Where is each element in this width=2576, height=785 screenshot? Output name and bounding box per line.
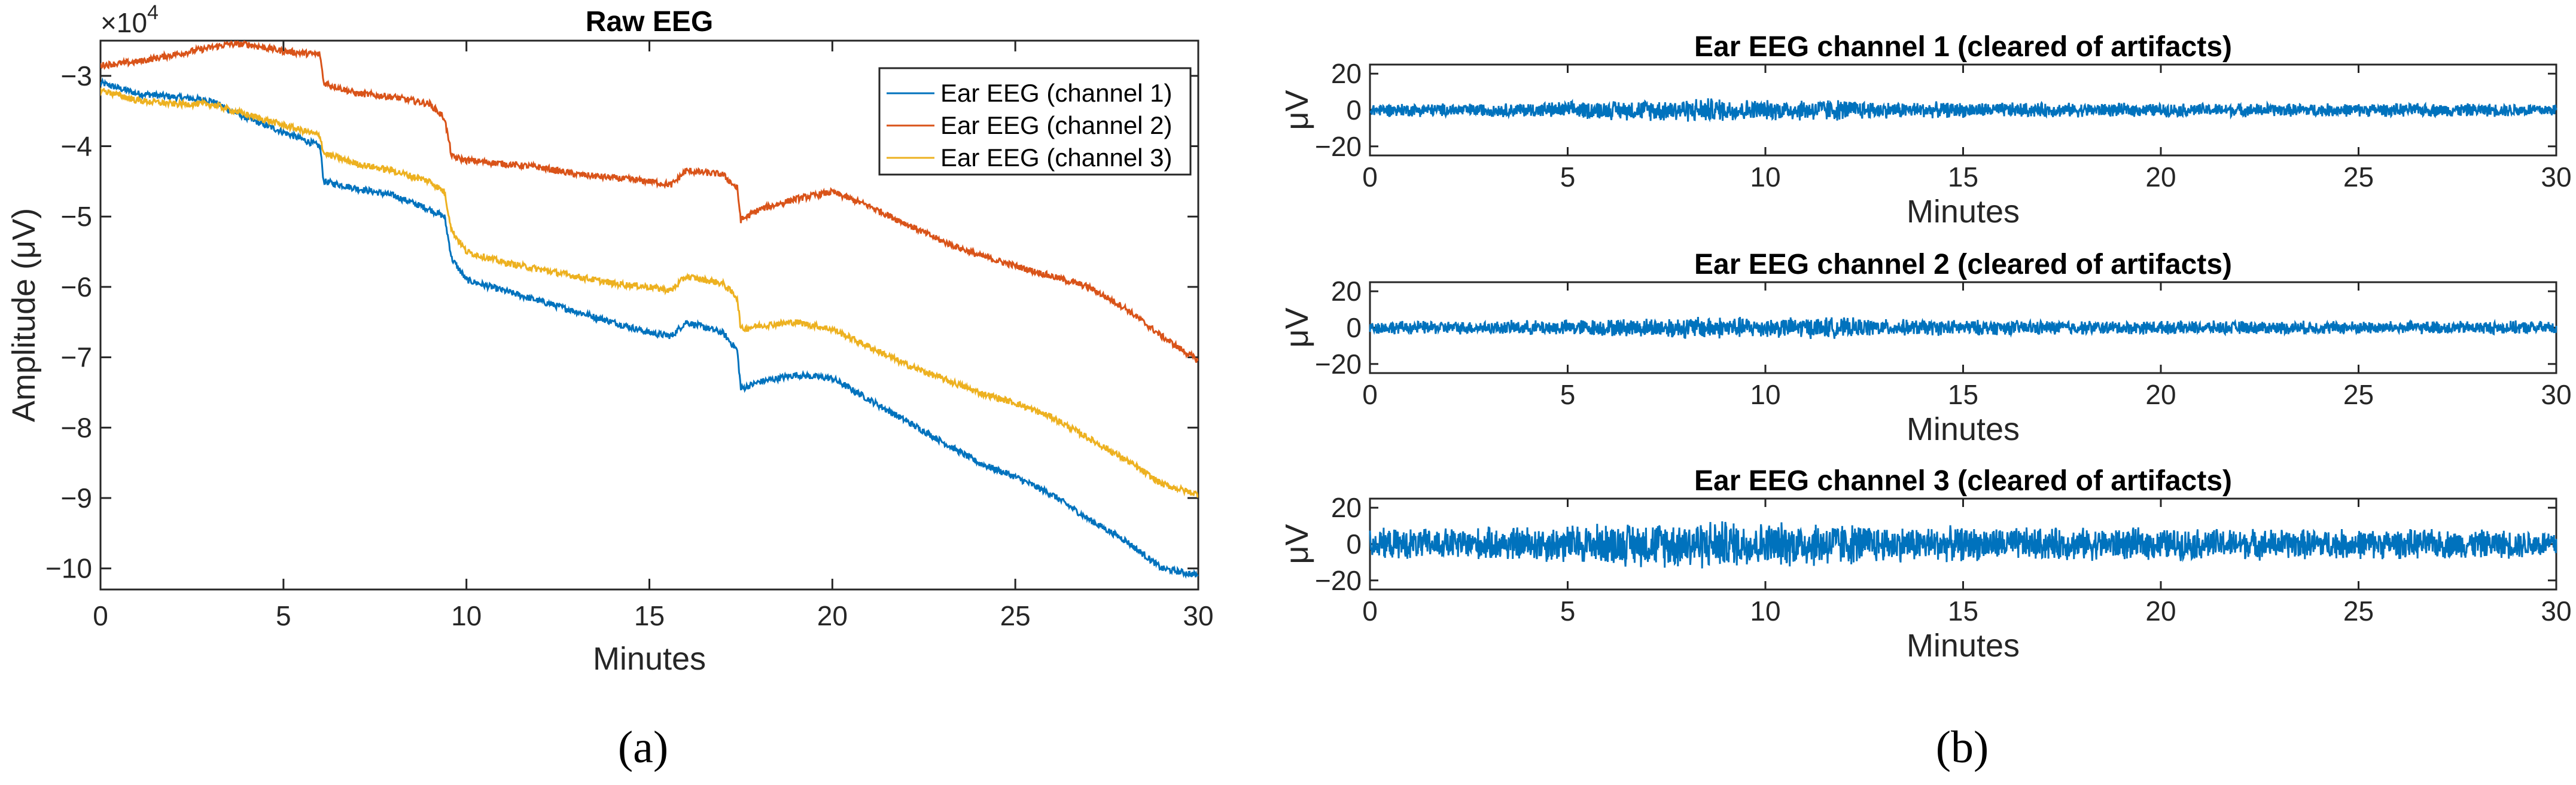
y-axis-label: μV (1279, 90, 1315, 130)
y-tick-label: 0 (1346, 94, 1362, 126)
x-tick-label: 15 (1948, 379, 1978, 410)
x-tick-label: 10 (1750, 595, 1780, 627)
y-tick-label: −20 (1315, 131, 1362, 162)
panel-label-b: (b) (1936, 722, 1989, 772)
chart-title: Ear EEG channel 1 (cleared of artifacts) (1694, 31, 2232, 63)
y-axis-label: μV (1279, 307, 1315, 347)
y-tick-label: −10 (45, 553, 92, 584)
signal-trace-channel-2 (1369, 317, 2557, 340)
x-tick-label: 20 (2145, 379, 2176, 410)
x-tick-label: 20 (817, 600, 848, 631)
x-tick-label: 25 (1000, 600, 1031, 631)
x-axis-label: Minutes (1907, 411, 2020, 447)
legend-box (878, 67, 1192, 176)
y-multiplier-exponent: 4 (147, 1, 159, 24)
x-tick-label: 30 (2541, 161, 2571, 193)
legend-label-channel-3: Ear EEG (channel 3) (940, 143, 1173, 172)
y-multiplier-label: ×104 (101, 1, 159, 38)
x-tick-label: 15 (1948, 161, 1978, 193)
series-line-channel-2 (101, 41, 1198, 363)
y-tick-label: −3 (61, 60, 92, 91)
chart-title: Raw EEG (586, 6, 713, 38)
y-tick-label: −8 (61, 412, 92, 443)
x-tick-label: 15 (1948, 595, 1978, 627)
signal-trace-channel-3 (1369, 521, 2557, 569)
y-tick-label: 0 (1346, 312, 1362, 343)
y-tick-label: −4 (61, 131, 92, 162)
x-tick-label: 0 (1362, 161, 1378, 193)
legend-label-channel-2: Ear EEG (channel 2) (940, 111, 1173, 139)
x-axis-label: Minutes (1907, 628, 2020, 664)
x-tick-label: 30 (1183, 600, 1213, 631)
y-tick-label: 20 (1331, 492, 1362, 523)
y-tick-label: −20 (1315, 349, 1362, 380)
y-tick-label: −20 (1315, 565, 1362, 596)
x-axis-label: Minutes (593, 641, 706, 677)
x-tick-label: 30 (2541, 595, 2571, 627)
signal-trace-channel-1 (1369, 98, 2557, 123)
x-tick-label: 10 (451, 600, 482, 631)
x-tick-label: 25 (2343, 379, 2374, 410)
legend: Ear EEG (channel 1) Ear EEG (channel 2) Ea… (878, 67, 1192, 176)
x-tick-label: 0 (1362, 379, 1378, 410)
x-tick-label: 5 (1560, 379, 1576, 410)
y-axis-label: Amplitude (μV) (6, 208, 42, 422)
chart-title: Ear EEG channel 2 (cleared of artifacts) (1694, 249, 2232, 280)
x-tick-label: 15 (634, 600, 665, 631)
y-tick-label: −9 (61, 482, 92, 514)
x-tick-label: 30 (2541, 379, 2571, 410)
x-tick-label: 0 (93, 600, 108, 631)
x-tick-label: 10 (1750, 161, 1780, 193)
series-line-channel-3 (101, 87, 1198, 498)
chart-title: Ear EEG channel 3 (cleared of artifacts) (1694, 465, 2232, 497)
x-tick-label: 5 (1560, 161, 1576, 193)
y-tick-label: −5 (61, 201, 92, 232)
y-tick-label: −6 (61, 271, 92, 303)
y-tick-label: 0 (1346, 529, 1362, 560)
x-tick-label: 20 (2145, 161, 2176, 193)
y-tick-label: 20 (1331, 276, 1362, 307)
raw-eeg-panel: 0 5 10 15 20 25 30 −3 −4 −5 −6 −7 −8 −9 −10 Raw EEG Minu… (6, 1, 1214, 677)
legend-label-channel-1: Ear EEG (channel 1) (940, 79, 1173, 107)
y-tick-label: 20 (1331, 58, 1362, 89)
x-tick-label: 20 (2145, 595, 2176, 627)
x-tick-label: 10 (1750, 379, 1780, 410)
x-tick-label: 25 (2343, 161, 2374, 193)
y-tick-label: −7 (61, 342, 92, 373)
x-tick-label: 5 (276, 600, 291, 631)
series-line-channel-1 (101, 77, 1198, 579)
x-tick-label: 5 (1560, 595, 1576, 627)
x-axis-label: Minutes (1907, 194, 2020, 230)
x-tick-label: 0 (1362, 595, 1378, 627)
y-axis-label: μV (1279, 524, 1315, 564)
panel-label-a: (a) (618, 722, 668, 772)
x-tick-label: 25 (2343, 595, 2374, 627)
